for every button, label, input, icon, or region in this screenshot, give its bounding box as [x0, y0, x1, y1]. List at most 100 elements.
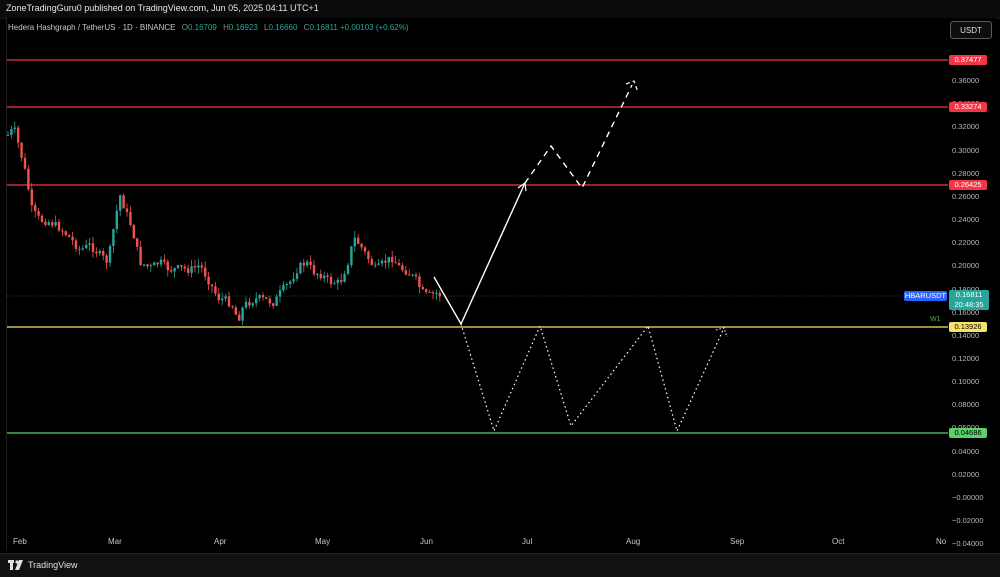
- price-axis-label: 0.10000: [952, 377, 980, 387]
- price-axis-label: 0.36000: [952, 76, 980, 86]
- currency-button[interactable]: USDT: [950, 21, 992, 39]
- candle-body: [428, 291, 431, 293]
- candle-body: [435, 292, 438, 294]
- candle-body: [71, 236, 74, 241]
- price-axis-label: 0.28000: [952, 168, 980, 178]
- candle-body: [306, 261, 309, 266]
- low-value: 0.16660: [268, 23, 298, 32]
- time-label: Sep: [730, 537, 745, 546]
- candle-body: [176, 265, 180, 268]
- candle-body: [125, 208, 129, 212]
- candle-body: [57, 221, 61, 231]
- time-label: Mar: [108, 537, 122, 546]
- candle-body: [204, 267, 207, 277]
- level-tag-r3: 0.26425: [949, 180, 987, 190]
- candle-body: [411, 274, 414, 276]
- candle-body: [54, 221, 57, 226]
- bearish-arrowhead: [715, 327, 728, 338]
- candle-body: [404, 270, 407, 275]
- candle-body: [214, 286, 217, 294]
- candle-body: [350, 246, 353, 266]
- candle-body: [316, 273, 319, 275]
- candle-body: [357, 237, 360, 244]
- candle-body: [102, 250, 105, 256]
- candle-body: [302, 262, 305, 266]
- candle-body: [88, 243, 91, 245]
- open-value: 0.16709: [187, 23, 217, 32]
- candle-body: [309, 261, 312, 266]
- time-label: Oct: [832, 537, 845, 546]
- candle-body: [340, 279, 343, 282]
- candle-body: [258, 295, 261, 299]
- candle-body: [153, 262, 156, 266]
- footer-bar: TradingView: [0, 553, 1000, 577]
- time-label: No: [936, 537, 947, 546]
- candle-body: [292, 278, 295, 282]
- change-value: +0.00103 (+0.62%): [340, 23, 409, 32]
- candle-body: [74, 240, 78, 249]
- candle-body: [91, 243, 95, 252]
- candle-body: [17, 127, 20, 143]
- candle-body: [6, 134, 10, 136]
- candle-body: [336, 279, 339, 284]
- high-key: H: [223, 23, 229, 32]
- candle-body: [224, 296, 227, 299]
- brand-name: TradingView: [28, 560, 78, 570]
- candle-body: [278, 290, 282, 297]
- publish-info: ZoneTradingGuru0 published on TradingVie…: [6, 3, 319, 13]
- candle-body: [156, 262, 159, 265]
- candle-body: [193, 266, 197, 268]
- candle-body: [23, 157, 27, 169]
- time-label: Apr: [214, 537, 227, 546]
- level-tag-s1: 0.13926: [949, 322, 987, 332]
- candle-body: [367, 251, 370, 260]
- candle-body: [401, 265, 404, 271]
- candle-body: [319, 273, 322, 279]
- candle-body: [289, 281, 292, 284]
- w1-label: W1: [930, 316, 941, 323]
- candle-body: [30, 189, 33, 206]
- candle-body: [85, 244, 88, 249]
- price-axis-label: 0.24000: [952, 215, 980, 225]
- candle-body: [374, 264, 377, 266]
- candle-body: [431, 292, 435, 294]
- candle-body: [20, 142, 23, 158]
- candle-body: [166, 261, 169, 271]
- close-value: 0.16811: [309, 23, 338, 32]
- symbol-legend[interactable]: Hedera Hashgraph / TetherUS · 1D · BINAN…: [8, 23, 409, 32]
- price-axis-label: 0.04000: [952, 446, 980, 456]
- tradingview-logo[interactable]: TradingView: [8, 560, 78, 570]
- candle-body: [272, 303, 275, 306]
- level-tag-s2: 0.04686: [949, 428, 987, 438]
- candle-body: [37, 210, 40, 216]
- candle-body: [221, 298, 224, 301]
- price-axis-label: 0.18000: [952, 284, 980, 294]
- candle-body: [323, 275, 326, 279]
- candle-body: [108, 246, 112, 263]
- candle-body: [227, 296, 231, 307]
- candle-body: [95, 251, 98, 254]
- candle-body: [112, 229, 115, 247]
- candle-body: [299, 262, 302, 274]
- candle-body: [231, 306, 234, 308]
- candle-body: [241, 307, 244, 321]
- candle-body: [275, 296, 278, 306]
- candle-body: [363, 247, 367, 252]
- candle-body: [384, 260, 387, 263]
- candle-body: [343, 273, 346, 282]
- price-axis-label: 0.14000: [952, 330, 980, 340]
- candle-body: [139, 246, 142, 266]
- candle-body: [251, 303, 254, 306]
- candle-body: [68, 235, 71, 237]
- candle-body: [370, 259, 373, 265]
- candlestick-series: [6, 121, 441, 326]
- candle-body: [64, 231, 67, 236]
- price-axis-label: −0.02000: [952, 516, 984, 525]
- time-axis[interactable]: Feb Mar Apr May Jun Jul Aug Sep Oct No: [0, 537, 1000, 551]
- candle-body: [183, 266, 186, 269]
- candle-body: [51, 222, 54, 226]
- candle-body: [40, 215, 44, 222]
- candle-body: [159, 259, 163, 265]
- candle-body: [197, 265, 200, 268]
